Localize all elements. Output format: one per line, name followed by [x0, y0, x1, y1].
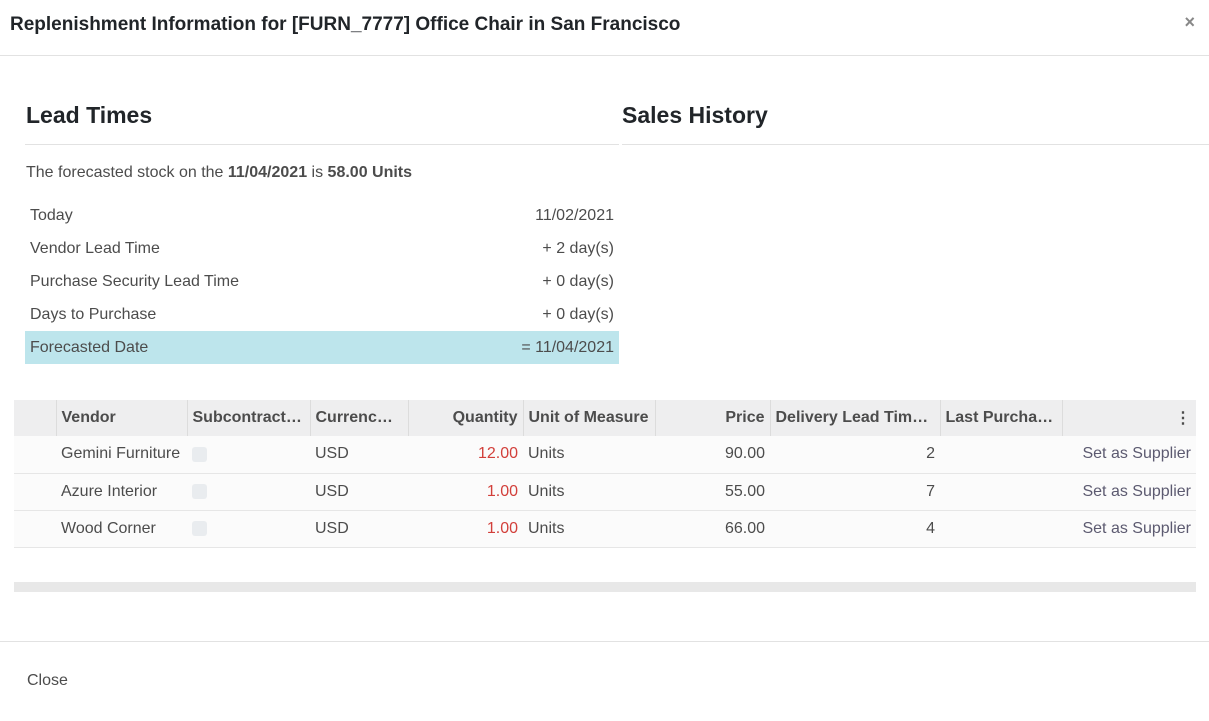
vendor-cell: Azure Interior [56, 473, 187, 511]
lead-times-list: Today 11/02/2021 Vendor Lead Time + 2 day(… [25, 199, 619, 364]
lead-time-label: Today [30, 206, 73, 224]
set-as-supplier-button[interactable]: Set as Supplier [1062, 473, 1196, 511]
uom-cell: Units [523, 473, 655, 511]
lead-time-value: + 0 day(s) [542, 272, 614, 290]
dialog-footer [0, 641, 1209, 642]
lead-time-label: Purchase Security Lead Time [30, 272, 239, 290]
lead-time-value: + 0 day(s) [542, 305, 614, 323]
currency-cell: USD [310, 510, 408, 548]
forecast-qty: 58.00 Units [327, 164, 413, 181]
table-row[interactable]: Gemini Furniture USD 12.00 Units 90.00 2… [14, 436, 1196, 474]
divider [25, 144, 619, 145]
horizontal-scrollbar[interactable] [14, 582, 1196, 592]
dialog-title: Replenishment Information for [FURN_7777… [10, 14, 681, 35]
currency-cell: USD [310, 473, 408, 511]
table-row[interactable]: Wood Corner USD 1.00 Units 66.00 4 Set a… [14, 510, 1196, 548]
column-header-price[interactable]: Price [654, 400, 770, 436]
lead-time-label: Days to Purchase [30, 305, 157, 323]
subcontract-cell [187, 473, 310, 511]
set-as-supplier-button[interactable]: Set as Supplier [1062, 510, 1196, 548]
delay-cell: 7 [770, 473, 940, 511]
lead-time-label: Vendor Lead Time [30, 239, 160, 257]
row-handle [14, 473, 56, 511]
last-purchase-cell [940, 436, 1062, 474]
handle-column-header [14, 400, 56, 436]
lead-time-value: + 2 day(s) [542, 239, 614, 257]
quantity-cell: 1.00 [408, 510, 523, 548]
vendor-cell: Gemini Furniture [56, 436, 187, 474]
subcontract-checkbox[interactable] [192, 483, 207, 499]
row-handle [14, 510, 56, 548]
forecast-prefix: The forecasted stock on the [26, 164, 228, 181]
column-header-last-purchase[interactable]: Last Purcha… [939, 400, 1062, 436]
column-header-currency[interactable]: Currenc… [309, 400, 408, 436]
subcontract-checkbox[interactable] [192, 446, 207, 462]
last-purchase-cell [940, 510, 1062, 548]
column-header-quantity[interactable]: Quantity [407, 400, 523, 436]
lead-time-value: 11/02/2021 [535, 206, 614, 224]
subcontract-checkbox[interactable] [192, 520, 207, 536]
price-cell: 66.00 [655, 510, 770, 548]
quantity-cell: 12.00 [408, 436, 523, 474]
quantity-cell: 1.00 [408, 473, 523, 511]
vendor-cell: Wood Corner [56, 510, 187, 548]
lead-time-row: Today 11/02/2021 [25, 199, 619, 232]
forecast-mid: is [307, 164, 328, 181]
vendor-table: Vendor Subcontract… Currenc… Quantity Un… [14, 400, 1196, 548]
sales-history-heading: Sales History [622, 102, 768, 128]
lead-time-value: = 11/04/2021 [521, 338, 614, 356]
lead-time-label: Forecasted Date [30, 338, 149, 356]
table-header: Vendor Subcontract… Currenc… Quantity Un… [14, 400, 1196, 436]
close-button[interactable]: Close [27, 672, 68, 689]
subcontract-cell [187, 436, 310, 474]
column-header-vendor[interactable]: Vendor [55, 400, 187, 436]
column-header-subcontract[interactable]: Subcontract… [186, 400, 310, 436]
lead-times-heading: Lead Times [26, 102, 153, 128]
forecast-summary: The forecasted stock on the 11/04/2021 i… [26, 164, 412, 182]
price-cell: 55.00 [655, 473, 770, 511]
table-row[interactable]: Azure Interior USD 1.00 Units 55.00 7 Se… [14, 473, 1196, 511]
price-cell: 90.00 [655, 436, 770, 474]
subcontract-cell [187, 510, 310, 548]
forecast-date: 11/04/2021 [227, 164, 308, 181]
last-purchase-cell [940, 473, 1062, 511]
column-header-delivery-lead-time[interactable]: Delivery Lead Tim… [769, 400, 940, 436]
forecasted-date-row: Forecasted Date = 11/04/2021 [25, 331, 619, 364]
optional-columns-kebab-icon[interactable]: ⋮ [1061, 400, 1196, 436]
delay-cell: 4 [770, 510, 940, 548]
uom-cell: Units [523, 510, 655, 548]
column-header-uom[interactable]: Unit of Measure [522, 400, 655, 436]
lead-time-row: Vendor Lead Time + 2 day(s) [25, 232, 619, 265]
lead-time-row: Days to Purchase + 0 day(s) [25, 298, 619, 331]
close-icon[interactable]: × [1184, 12, 1195, 32]
delay-cell: 2 [770, 436, 940, 474]
currency-cell: USD [310, 436, 408, 474]
lead-time-row: Purchase Security Lead Time + 0 day(s) [25, 265, 619, 298]
row-handle [14, 436, 56, 474]
set-as-supplier-button[interactable]: Set as Supplier [1062, 436, 1196, 474]
dialog-header: Replenishment Information for [FURN_7777… [0, 0, 1209, 56]
uom-cell: Units [523, 436, 655, 474]
divider [622, 144, 1209, 145]
